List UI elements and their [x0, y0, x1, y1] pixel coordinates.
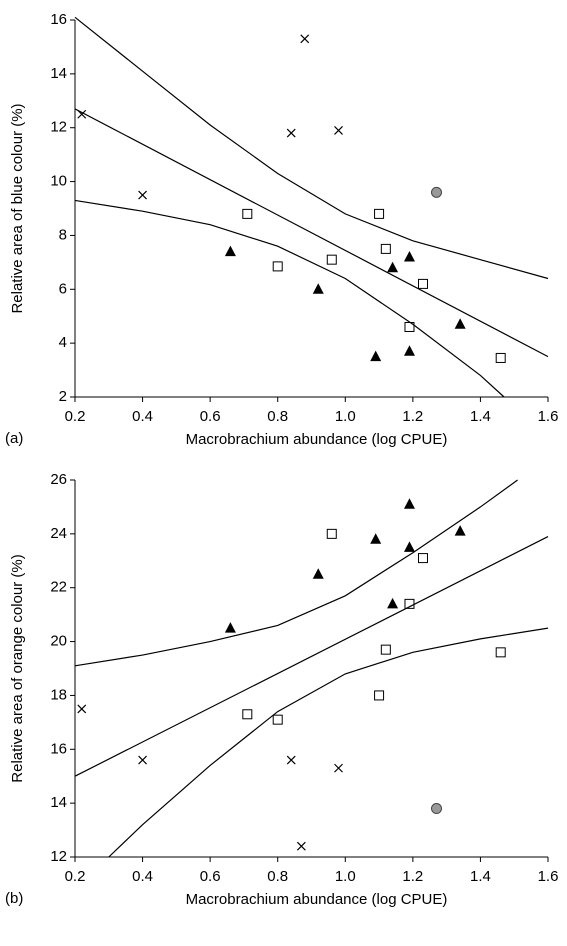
point-square	[326, 528, 337, 539]
point-cross	[138, 190, 147, 200]
point-triangle	[403, 498, 415, 509]
point-cross	[334, 763, 343, 773]
fit-line	[74, 536, 549, 777]
y-tick-label: 12	[50, 848, 67, 865]
panel-label: (a)	[5, 430, 23, 447]
x-tick-label: 0.6	[200, 408, 221, 425]
point-triangle	[312, 568, 324, 579]
x-tick-label: 1.4	[470, 868, 491, 885]
point-triangle	[403, 250, 415, 262]
fit-line	[74, 108, 549, 358]
y-tick-label: 22	[50, 579, 67, 596]
fit-line	[108, 627, 549, 858]
x-tick-label: 1.2	[402, 868, 423, 885]
point-square	[242, 709, 253, 720]
point-square	[417, 553, 428, 564]
x-tick-label: 1.2	[402, 408, 423, 425]
y-tick-label: 16	[50, 11, 67, 28]
point-triangle	[370, 350, 382, 362]
x-tick-label: 0.6	[200, 868, 221, 885]
x-tick-label: 0.4	[132, 408, 153, 425]
x-tick-label: 0.8	[267, 408, 288, 425]
x-tick-label: 1.4	[470, 408, 491, 425]
y-tick-label: 6	[59, 280, 67, 297]
x-tick-label: 1.0	[335, 408, 356, 425]
x-tick-label: 1.0	[335, 868, 356, 885]
y-axis-label: Relative area of blue colour (%)	[9, 103, 26, 313]
x-tick-label: 0.2	[65, 408, 86, 425]
point-triangle	[454, 525, 466, 536]
point-triangle	[387, 261, 399, 273]
x-tick-label: 1.6	[538, 408, 559, 425]
panel-label: (b)	[5, 890, 23, 907]
point-cross	[77, 704, 87, 714]
point-cross	[300, 34, 310, 44]
point-triangle	[387, 597, 399, 609]
point-cross	[138, 755, 147, 765]
x-tick-label: 0.2	[65, 868, 86, 885]
fit-line	[74, 479, 518, 667]
point-triangle	[370, 533, 382, 544]
point-circle	[431, 803, 443, 815]
point-square	[242, 208, 253, 219]
y-tick-label: 10	[50, 173, 67, 190]
y-tick-label: 14	[50, 65, 67, 82]
point-cross	[286, 128, 296, 138]
fit-line	[74, 16, 549, 280]
point-square	[374, 690, 385, 701]
y-tick-label: 4	[59, 334, 67, 351]
point-triangle	[403, 345, 415, 356]
point-triangle	[224, 245, 236, 257]
point-triangle	[312, 283, 324, 294]
point-square	[326, 254, 337, 265]
point-triangle	[454, 318, 466, 329]
y-tick-label: 26	[50, 471, 67, 488]
point-square	[380, 644, 391, 655]
y-tick-label: 12	[50, 119, 67, 136]
point-circle	[431, 186, 443, 198]
y-axis-label: Relative area of orange colour (%)	[9, 554, 26, 782]
point-square	[374, 208, 385, 219]
point-triangle	[403, 541, 415, 552]
x-tick-label: 0.4	[132, 868, 153, 885]
y-tick-label: 14	[50, 794, 67, 811]
x-axis-label: Macrobrachium abundance (log CPUE)	[186, 431, 448, 448]
fit-line	[74, 199, 505, 398]
y-tick-label: 24	[50, 525, 67, 542]
x-axis-label: Macrobrachium abundance (log CPUE)	[186, 891, 448, 908]
x-tick-label: 1.6	[538, 868, 559, 885]
point-triangle	[224, 622, 236, 633]
y-tick-label: 8	[59, 226, 67, 243]
x-tick-label: 0.8	[267, 868, 288, 885]
point-square	[495, 352, 506, 363]
point-cross	[296, 841, 306, 851]
y-tick-label: 16	[50, 740, 67, 757]
point-square	[380, 243, 391, 254]
point-cross	[286, 755, 296, 765]
point-square	[272, 261, 283, 272]
y-tick-label: 2	[59, 388, 67, 405]
point-cross	[334, 125, 343, 135]
y-tick-label: 20	[50, 633, 67, 650]
point-square	[272, 714, 283, 725]
point-square	[417, 278, 428, 289]
y-tick-label: 18	[50, 686, 67, 703]
point-square	[495, 647, 506, 658]
